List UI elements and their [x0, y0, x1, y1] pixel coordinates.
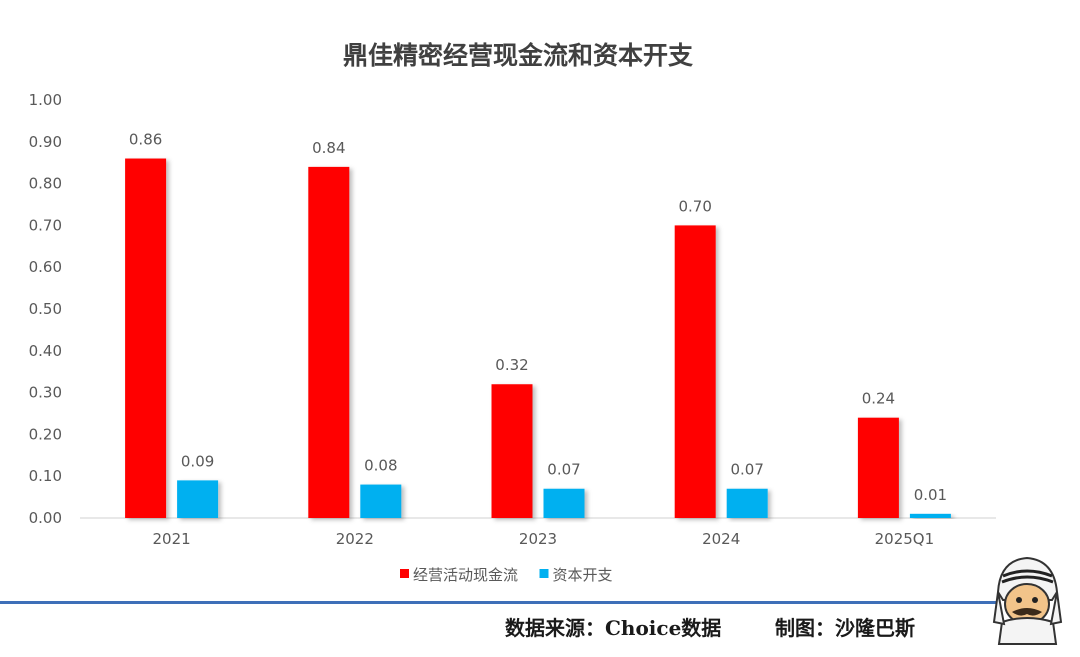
legend-label: 经营活动现金流 — [413, 566, 518, 584]
data-label: 0.24 — [862, 390, 895, 408]
x-tick-label: 2022 — [336, 530, 374, 548]
x-tick-label: 2024 — [702, 530, 740, 548]
legend-swatch — [400, 569, 409, 578]
data-label: 0.32 — [495, 356, 528, 374]
y-tick-label: 0.00 — [29, 509, 62, 527]
y-tick-label: 0.60 — [29, 258, 62, 276]
mascot-icon — [992, 556, 1063, 645]
y-tick-label: 0.20 — [29, 425, 62, 443]
data-source: 数据来源：Choice数据 — [505, 616, 722, 640]
data-label: 0.86 — [129, 131, 162, 149]
x-tick-label: 2025Q1 — [875, 530, 935, 548]
data-label: 0.08 — [364, 457, 397, 475]
data-label: 0.84 — [312, 139, 345, 157]
bar-operating-cash-flow-2025Q1 — [857, 417, 899, 518]
legend-swatch — [539, 569, 549, 578]
bar-operating-cash-flow-2023 — [491, 384, 533, 518]
chart-credit: 制图：沙隆巴斯 — [775, 616, 915, 640]
y-tick-label: 0.10 — [29, 467, 62, 485]
bar-capex-2021 — [177, 480, 219, 518]
y-tick-label: 0.90 — [29, 133, 62, 151]
y-tick-label: 0.50 — [29, 300, 62, 318]
bar-capex-2022 — [360, 484, 402, 518]
bars: 0.86 0.09 0.84 0.08 0.32 0.07 0.70 0.07 0.24 0.01 — [125, 131, 951, 518]
bar-capex-2025Q1 — [909, 513, 951, 518]
y-tick-label: 0.80 — [29, 175, 62, 193]
x-tick-label: 2021 — [153, 530, 191, 548]
data-label: 0.07 — [547, 461, 580, 479]
x-tick-label: 2023 — [519, 530, 557, 548]
y-tick-label: 0.70 — [29, 216, 62, 234]
y-tick-label: 1.00 — [29, 91, 62, 109]
bar-operating-cash-flow-2021 — [125, 158, 167, 518]
footer-divider — [0, 601, 1000, 604]
bar-operating-cash-flow-2024 — [674, 225, 716, 518]
bar-operating-cash-flow-2022 — [308, 166, 350, 518]
data-label: 0.01 — [914, 486, 947, 504]
bar-capex-2024 — [726, 488, 768, 518]
data-label: 0.70 — [678, 197, 711, 215]
data-label: 0.09 — [181, 452, 214, 470]
x-axis: 2021 2022 2023 2024 2025Q1 — [153, 530, 935, 548]
y-axis: 0.00 0.10 0.20 0.30 0.40 0.50 0.60 0.70 0.80 0.90… — [29, 91, 62, 527]
legend: 经营活动现金流 资本开支 — [400, 566, 613, 584]
y-tick-label: 0.30 — [29, 384, 62, 402]
legend-label: 资本开支 — [553, 566, 613, 584]
bar-capex-2023 — [543, 488, 585, 518]
data-label: 0.07 — [730, 461, 763, 479]
y-tick-label: 0.40 — [29, 342, 62, 360]
chart-title: 鼎佳精密经营现金流和资本开支 — [343, 41, 693, 70]
